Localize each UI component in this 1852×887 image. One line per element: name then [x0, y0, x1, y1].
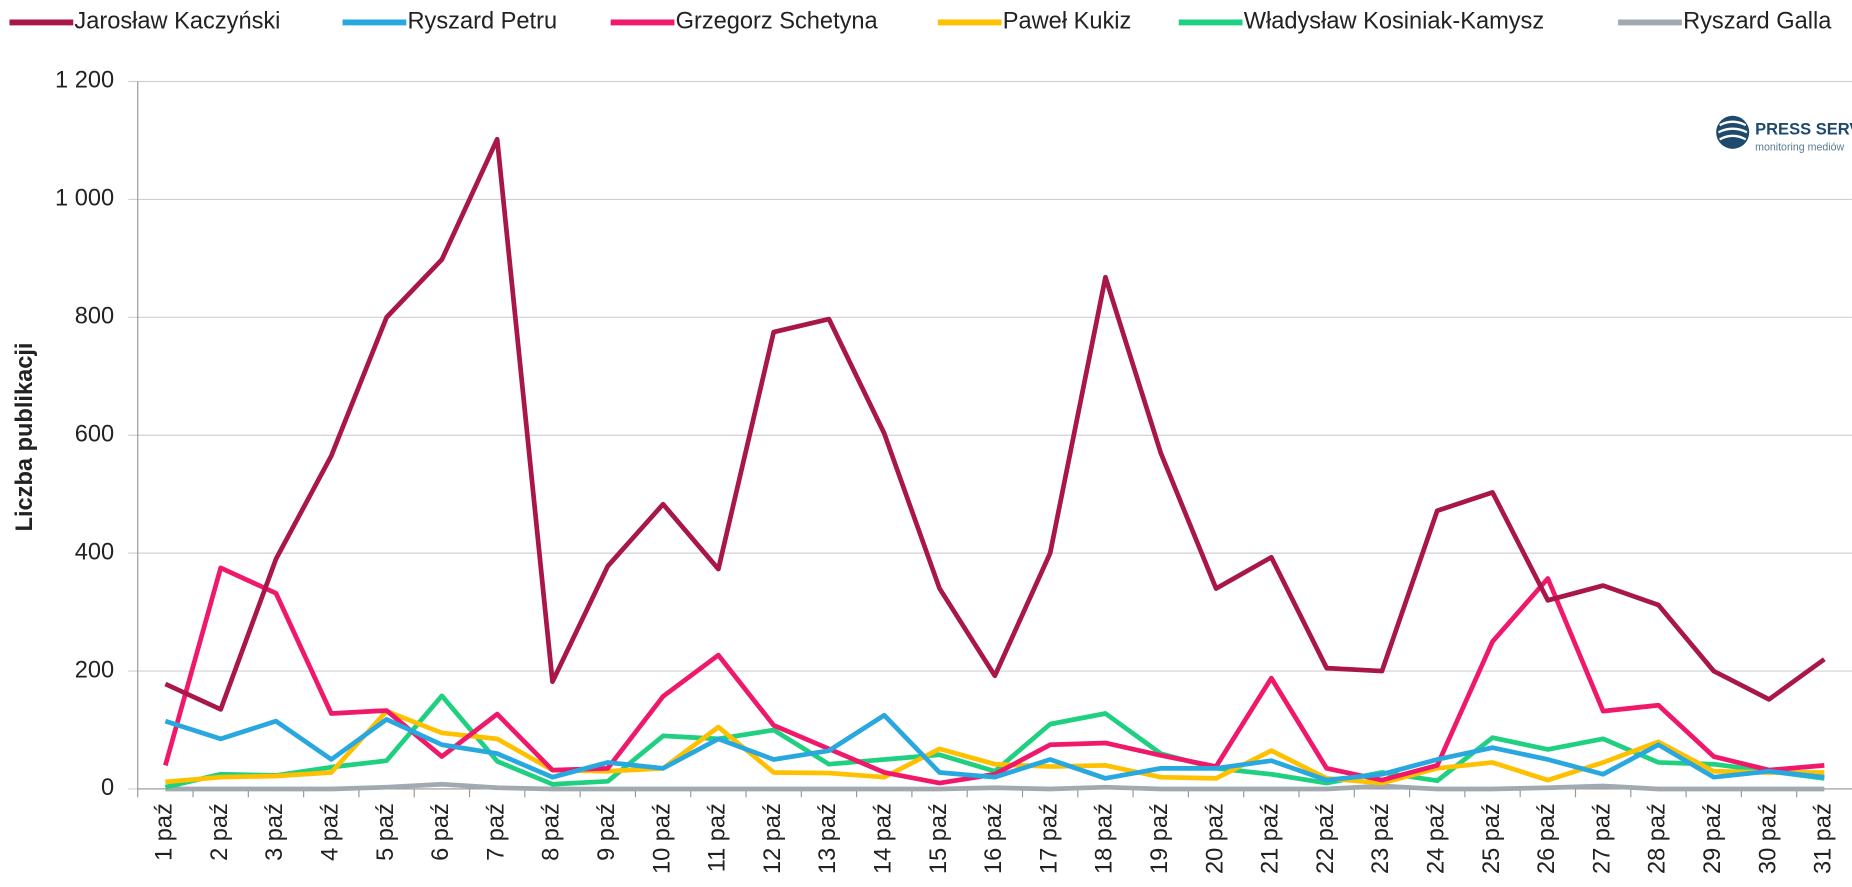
- x-tick-label: 28 paź: [1645, 803, 1671, 874]
- x-tick-label: 29 paź: [1700, 803, 1726, 874]
- x-tick-label: 18 paź: [1092, 803, 1118, 874]
- logo-title: PRESS SERVICE: [1755, 119, 1852, 138]
- y-tick-label: 1 000: [55, 186, 114, 212]
- y-axis-label: Liczba publikacji: [12, 343, 38, 532]
- y-tick-label: 400: [75, 539, 114, 565]
- x-tick-label: 6 paź: [428, 803, 454, 861]
- series-line: [165, 781, 1825, 792]
- x-tick-label: 19 paź: [1147, 803, 1173, 874]
- x-tick-label: 22 paź: [1313, 803, 1339, 874]
- series-line: [164, 712, 1825, 783]
- x-tick-label: 5 paź: [373, 803, 399, 861]
- legend-label: Władysław Kosiniak-Kamysz: [1244, 9, 1544, 35]
- x-tick-label: 2 paź: [207, 803, 233, 861]
- series-line: [163, 565, 1825, 786]
- x-tick-label: 10 paź: [649, 803, 675, 874]
- y-tick-label: 800: [75, 304, 114, 330]
- series-line: [164, 693, 1825, 790]
- x-tick-label: 1 paź: [152, 803, 178, 861]
- x-tick-label: 13 paź: [815, 803, 841, 874]
- x-tick-label: 27 paź: [1589, 803, 1615, 874]
- x-tick-label: 3 paź: [262, 803, 288, 861]
- x-tick-label: 25 paź: [1479, 803, 1505, 874]
- x-tick-label: 9 paź: [594, 803, 620, 861]
- legend-label: Jarosław Kaczyński: [74, 9, 280, 35]
- x-tick-label: 17 paź: [1036, 803, 1062, 874]
- x-tick-label: 16 paź: [981, 803, 1007, 874]
- legend-label: Paweł Kukiz: [1003, 9, 1132, 35]
- x-tick-label: 26 paź: [1534, 803, 1560, 874]
- x-tick-label: 7 paź: [483, 803, 509, 861]
- y-tick-label: 600: [75, 421, 114, 447]
- x-tick-label: 23 paź: [1368, 803, 1394, 874]
- x-tick-label: 21 paź: [1258, 803, 1284, 874]
- series-line: [165, 708, 1825, 786]
- y-tick-label: 200: [75, 657, 114, 683]
- x-tick-label: 12 paź: [760, 803, 786, 874]
- x-tick-label: 20 paź: [1202, 803, 1228, 874]
- x-tick-label: 30 paź: [1755, 803, 1781, 874]
- logo-subtitle: monitoring mediów: [1755, 141, 1844, 153]
- logo-stripes: [1717, 120, 1748, 141]
- y-tick-label: 1 200: [55, 68, 114, 94]
- x-tick-label: 14 paź: [870, 803, 896, 874]
- x-tick-label: 31 paź: [1811, 803, 1837, 874]
- logo: PRESS SERVICE monitoring mediów: [1716, 115, 1852, 153]
- x-tick-label: 4 paź: [318, 803, 344, 861]
- x-tick-label: 15 paź: [926, 803, 952, 874]
- x-tick-label: 8 paź: [539, 803, 565, 861]
- legend-label: Grzegorz Schetyna: [676, 9, 879, 35]
- legend-label: Ryszard Galla: [1683, 9, 1832, 35]
- series-line: [164, 136, 1826, 712]
- x-tick-label: 24 paź: [1423, 803, 1449, 874]
- legend-label: Ryszard Petru: [408, 9, 558, 35]
- y-tick-label: 0: [101, 775, 114, 801]
- x-tick-label: 11 paź: [705, 803, 731, 872]
